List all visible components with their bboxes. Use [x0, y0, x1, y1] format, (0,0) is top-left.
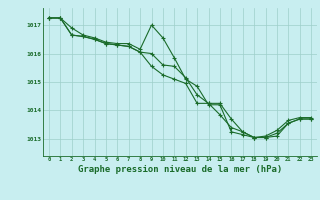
X-axis label: Graphe pression niveau de la mer (hPa): Graphe pression niveau de la mer (hPa): [78, 165, 282, 174]
